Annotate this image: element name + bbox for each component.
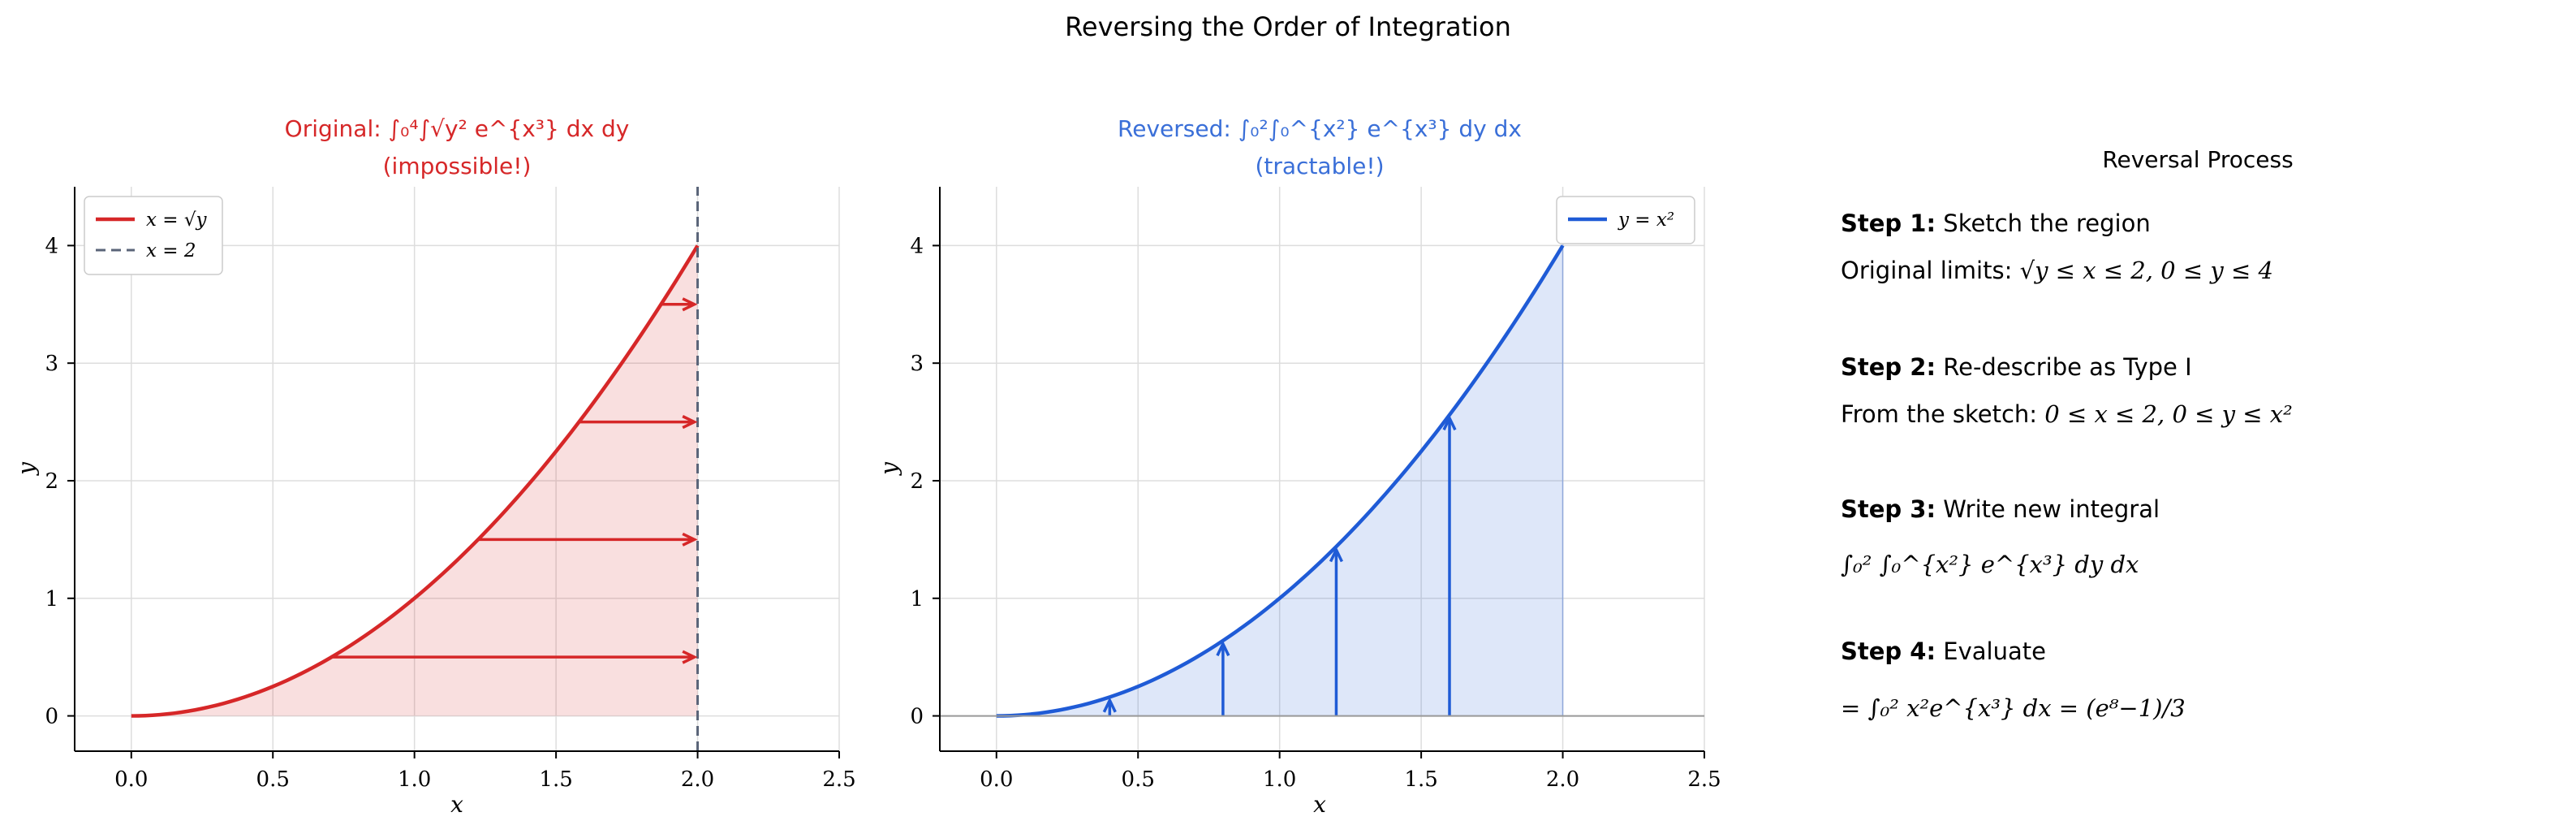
legend-box <box>84 196 223 275</box>
y-tick-label: 2 <box>910 469 924 494</box>
panel-title: Reversal Process <box>2102 146 2294 173</box>
arrow-head <box>1102 697 1117 713</box>
axes <box>74 187 839 752</box>
tick-labels: 0.0 0.5 1.0 1.5 2.0 2.5 0 1 2 3 4 <box>910 234 1721 792</box>
y-axis-label: y <box>876 461 902 477</box>
arrow-head <box>1442 414 1457 431</box>
step-detail-prefix: From the sketch: <box>1841 400 2045 428</box>
legend-box <box>1556 196 1695 244</box>
arrow <box>1329 547 1343 716</box>
chart-reversed: Reversed: ∫₀²∫₀^{x²} e^{x³} dy dx (tract… <box>876 115 1721 818</box>
arrow-head <box>682 650 698 664</box>
tick-labels: 0.0 0.5 1.0 1.5 2.0 2.5 0 1 2 3 4 <box>45 234 855 792</box>
step-label: Step 1: <box>1841 210 1936 237</box>
x-tick-label: 0.0 <box>114 767 148 792</box>
x-tick-label: 0.5 <box>1122 767 1155 792</box>
x-tick-label: 2.5 <box>822 767 855 792</box>
x-axis-label: x <box>450 791 463 818</box>
step-label: Step 2: <box>1841 353 1936 381</box>
shaded-region-area <box>131 245 698 716</box>
legend: y = x² <box>1556 196 1695 244</box>
y-tick-label: 2 <box>45 469 58 494</box>
arrow-head <box>1329 547 1343 563</box>
arrow-head <box>1216 640 1230 657</box>
step-heading-text: Re-describe as Type I <box>1943 353 2192 381</box>
step-detail-math: ∫₀² ∫₀^{x²} e^{x³} dy dx <box>1841 551 2139 578</box>
step-label: Step 3: <box>1841 495 1936 523</box>
x-tick-label: 2.0 <box>1546 767 1579 792</box>
legend-label: x = 2 <box>146 240 196 261</box>
step-1-detail: Original limits: √y ≤ x ≤ 2, 0 ≤ y ≤ 4 <box>1841 257 2273 284</box>
x-tick-label: 0.5 <box>256 767 290 792</box>
arrow-head <box>682 415 698 430</box>
chart-original: Original: ∫₀⁴∫√y² e^{x³} dx dy (impossib… <box>13 115 856 818</box>
step-detail-math: 0 ≤ x ≤ 2, 0 ≤ y ≤ x² <box>2044 400 2293 428</box>
y-tick-label: 0 <box>910 705 924 729</box>
legend-label: x = √y <box>146 210 208 231</box>
arrow-group <box>1102 414 1457 716</box>
step-2-heading: Step 2: Re-describe as Type I <box>1841 353 2192 381</box>
y-tick-label: 4 <box>910 234 924 258</box>
arrow <box>478 532 698 547</box>
step-detail-math: √y ≤ x ≤ 2, 0 ≤ y ≤ 4 <box>2019 257 2273 284</box>
y-tick-label: 0 <box>45 705 58 729</box>
arrow <box>661 297 698 312</box>
figure-title: Reversing the Order of Integration <box>1065 11 1511 42</box>
step-label: Step 4: <box>1841 637 1936 665</box>
arrow <box>1102 697 1117 716</box>
step-3-heading: Step 3: Write new integral <box>1841 495 2160 523</box>
shaded-region <box>131 245 698 716</box>
arrow-head <box>682 532 698 547</box>
step-4-heading: Step 4: Evaluate <box>1841 637 2046 665</box>
x-tick-label: 1.5 <box>539 767 572 792</box>
arrow-group <box>331 297 698 664</box>
step-4-detail: = ∫₀² x²e^{x³} dx = (e⁸−1)/3 <box>1841 694 2186 722</box>
arrow <box>1442 414 1457 716</box>
x-tick-label: 1.0 <box>398 767 431 792</box>
y-axis-label: y <box>13 461 40 477</box>
y-tick-label: 3 <box>910 352 924 376</box>
arrow-head <box>682 297 698 312</box>
step-heading-text: Sketch the region <box>1943 210 2151 237</box>
x-axis-label: x <box>1313 791 1326 818</box>
x-tick-label: 1.5 <box>1404 767 1437 792</box>
chart-original-title-line1: Original: ∫₀⁴∫√y² e^{x³} dx dy <box>285 115 630 142</box>
arrow <box>579 415 698 430</box>
x-tick-label: 1.0 <box>1263 767 1296 792</box>
arrow <box>331 650 698 664</box>
step-detail-prefix: Original limits: <box>1841 257 2020 284</box>
x-tick-label: 2.0 <box>681 767 714 792</box>
y-tick-label: 1 <box>45 587 58 611</box>
step-heading-text: Write new integral <box>1943 495 2160 523</box>
step-1-heading: Step 1: Sketch the region <box>1841 210 2151 237</box>
y-tick-label: 1 <box>910 587 924 611</box>
step-2-detail: From the sketch: 0 ≤ x ≤ 2, 0 ≤ y ≤ x² <box>1841 400 2293 428</box>
step-detail-math: = ∫₀² x²e^{x³} dx = (e⁸−1)/3 <box>1841 694 2186 722</box>
arrow <box>1216 640 1230 716</box>
y-tick-label: 3 <box>45 352 58 376</box>
chart-reversed-title-line2: (tractable!) <box>1255 153 1384 179</box>
x-tick-label: 0.0 <box>980 767 1013 792</box>
legend: x = √y x = 2 <box>84 196 223 275</box>
chart-reversed-title-line1: Reversed: ∫₀²∫₀^{x²} e^{x³} dy dx <box>1118 115 1522 142</box>
step-3-detail: ∫₀² ∫₀^{x²} e^{x³} dy dx <box>1841 551 2139 578</box>
legend-label: y = x² <box>1618 210 1674 231</box>
y-tick-label: 4 <box>45 234 58 258</box>
axes <box>939 187 1704 752</box>
step-heading-text: Evaluate <box>1943 637 2046 665</box>
chart-original-title-line2: (impossible!) <box>383 153 532 179</box>
x-tick-label: 2.5 <box>1687 767 1721 792</box>
